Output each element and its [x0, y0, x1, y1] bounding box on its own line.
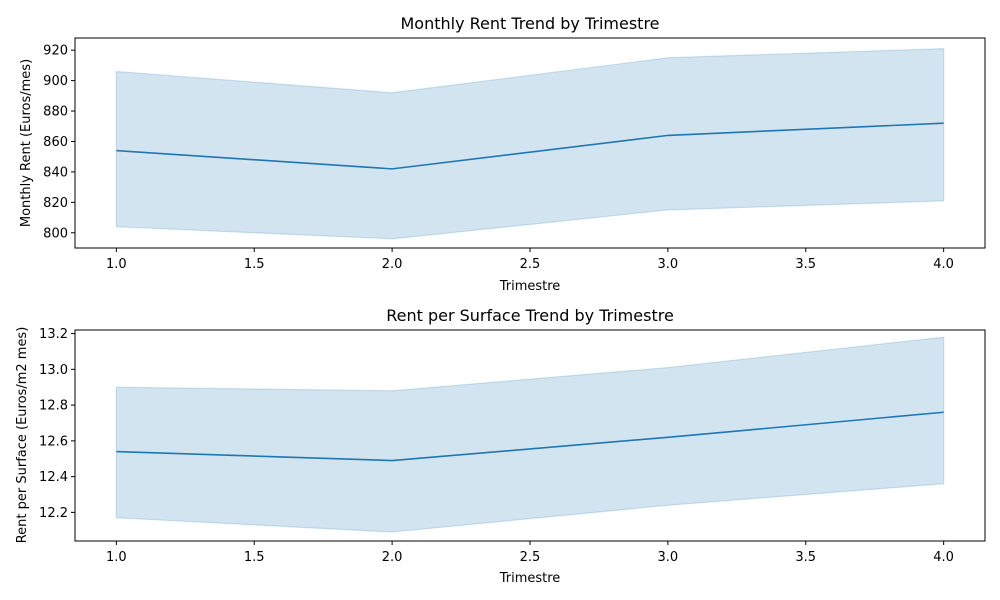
plot-frame	[74, 37, 986, 249]
x-axis-label: Trimestre	[499, 279, 561, 294]
plot-frame	[74, 329, 986, 542]
x-tick-label: 4.0	[933, 257, 954, 272]
x-tick-label: 1.0	[106, 550, 127, 565]
y-tick-label: 12.6	[39, 434, 68, 449]
y-tick-label: 13.0	[39, 363, 68, 378]
subplot-monthly-rent: Monthly Rent Trend by Trimestre 1.0 1.5 2.…	[19, 14, 986, 294]
x-tick-label: 2.0	[382, 257, 403, 272]
y-tick-label: 800	[43, 226, 68, 241]
series-line	[116, 411, 944, 462]
x-tick-label: 2.5	[520, 550, 541, 565]
series-line	[116, 122, 944, 170]
y-axis-label: Rent per Surface (Euros/m2 mes)	[15, 327, 30, 544]
x-tick-label: 2.0	[382, 550, 403, 565]
x-tick-label: 3.0	[658, 257, 679, 272]
x-tick-label: 4.0	[933, 550, 954, 565]
confidence-band	[115, 48, 945, 240]
y-axis-label: Monthly Rent (Euros/mes)	[19, 59, 34, 227]
y-tick-label: 840	[43, 165, 68, 180]
y-tick-label: 13.2	[39, 327, 68, 342]
subplot-rent-per-surface: Rent per Surface Trend by Trimestre 1.0 1…	[15, 306, 986, 586]
chart-title: Rent per Surface Trend by Trimestre	[386, 306, 674, 325]
y-tick-label: 12.4	[39, 470, 68, 485]
chart-title: Monthly Rent Trend by Trimestre	[400, 14, 659, 33]
y-tick-label: 880	[43, 105, 68, 120]
y-tick-label: 860	[43, 135, 68, 150]
x-tick-label: 3.5	[795, 550, 816, 565]
y-tick-label: 12.2	[39, 506, 68, 521]
x-tick-label: 1.5	[244, 257, 265, 272]
x-axis-label: Trimestre	[499, 571, 561, 586]
y-tick-label: 900	[43, 74, 68, 89]
x-tick-label: 2.5	[520, 257, 541, 272]
confidence-band	[115, 336, 945, 533]
x-tick-label: 1.5	[244, 550, 265, 565]
x-tick-label: 1.0	[106, 257, 127, 272]
y-tick-label: 12.8	[39, 399, 68, 414]
y-tick-label: 820	[43, 196, 68, 211]
x-tick-label: 3.5	[795, 257, 816, 272]
x-tick-label: 3.0	[658, 550, 679, 565]
y-tick-label: 920	[43, 44, 68, 59]
